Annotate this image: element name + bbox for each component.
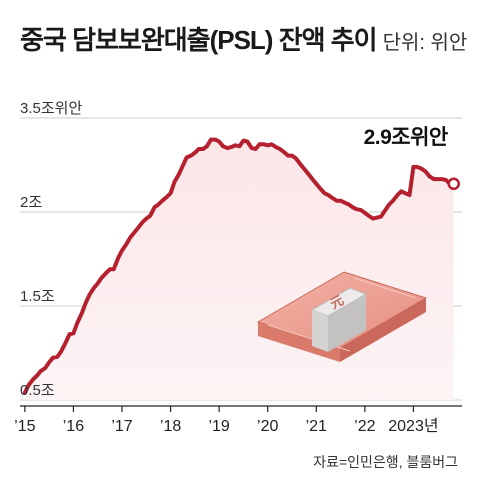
source-note: 자료=인민은행, 블룸버그 (313, 454, 458, 470)
x-tick-label-2: ’17 (111, 418, 132, 435)
svg-text:元: 元 (328, 292, 347, 311)
x-tick-label-0: ’15 (14, 418, 35, 435)
y-tick-label-3: 0.5조 (20, 382, 55, 399)
x-tick-label-7: ’22 (354, 418, 375, 435)
chart-title: 중국 담보보완대출(PSL) 잔액 추이 (20, 25, 378, 55)
axis-labels: 3.5조위안 2조 1.5조 0.5조 ’15 ’16 ’17 ’18 ’19 ’20 ’21 ’22… (14, 100, 448, 435)
data-point-106 (447, 177, 460, 191)
x-tick-label-1: ’16 (63, 418, 84, 435)
y-tick-label-1: 2조 (20, 194, 42, 211)
x-tick-label-4: ’19 (208, 418, 229, 435)
money-bundle-icon: 元 (256, 271, 428, 362)
x-tick-label-3: ’18 (160, 418, 181, 435)
x-tick-label-8: 2023년 (388, 417, 438, 435)
y-tick-label-0: 3.5조위안 (20, 100, 82, 117)
series-line (22, 137, 456, 395)
x-tick-label-5: ’20 (257, 418, 278, 435)
y-tick-label-2: 1.5조 (20, 288, 55, 305)
series-points (447, 177, 460, 191)
unit-label: 단위: 위안 (382, 32, 468, 54)
chart-title-block: 중국 담보보완대출(PSL) 잔액 추이 단위: 위안 (20, 20, 467, 57)
line-area-fill (24, 139, 454, 400)
value-annotation: 2.9조위안 (364, 126, 448, 149)
x-axis-ticks (20, 405, 462, 412)
x-tick-label-6: ’21 (306, 418, 327, 435)
